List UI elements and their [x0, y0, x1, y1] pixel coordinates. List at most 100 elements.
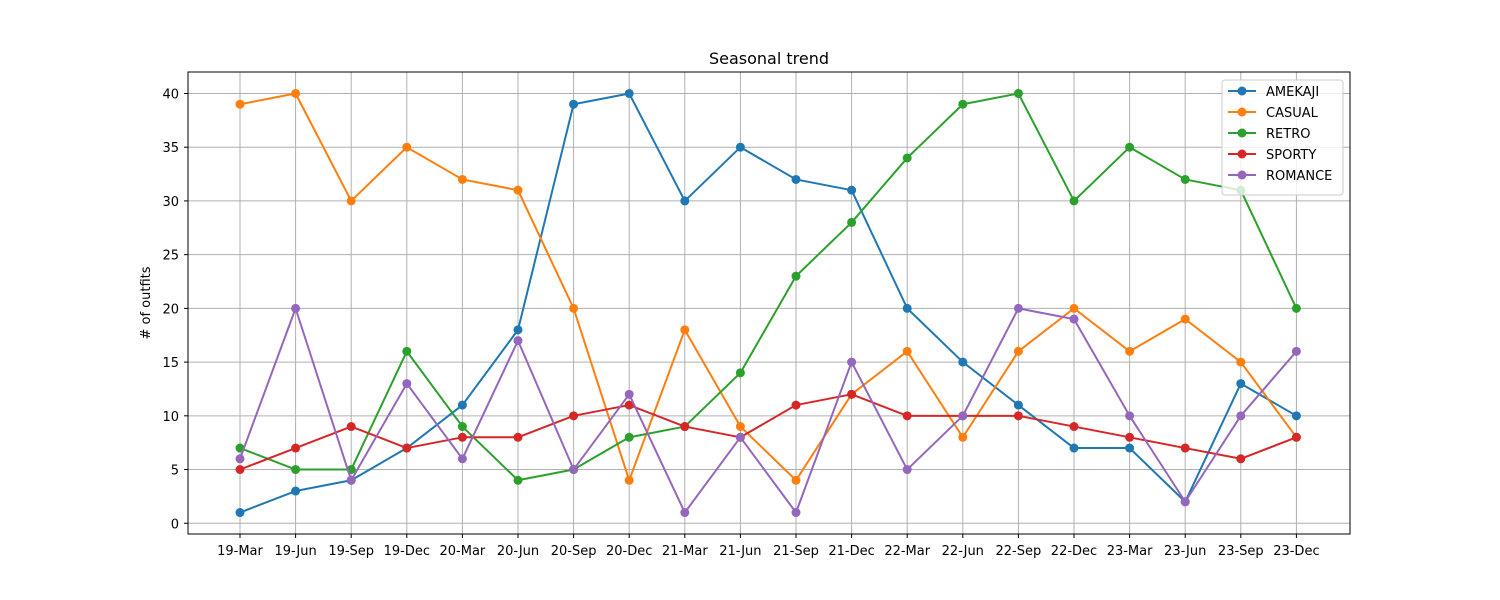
data-point [958, 99, 968, 109]
data-point [902, 346, 912, 356]
x-tick-label: 21-Mar [662, 544, 708, 559]
data-point [1069, 422, 1079, 432]
series-amekaji [235, 88, 1301, 518]
data-point [457, 422, 467, 432]
data-point [1236, 454, 1246, 464]
data-point [1013, 411, 1023, 421]
data-point [847, 217, 857, 227]
data-point [1291, 411, 1301, 421]
data-point [735, 422, 745, 432]
legend-marker [1237, 107, 1247, 117]
data-point [1013, 346, 1023, 356]
y-tick-label: 5 [171, 464, 179, 479]
data-point [958, 411, 968, 421]
data-point [1291, 303, 1301, 313]
data-point [735, 142, 745, 152]
data-point [1069, 303, 1079, 313]
grid-layer [188, 72, 1350, 534]
data-point [1069, 314, 1079, 324]
data-point [791, 400, 801, 410]
x-tick-label: 23-Dec [1273, 544, 1319, 559]
series-line [239, 92, 1298, 482]
data-point [346, 475, 356, 485]
data-point [291, 88, 301, 98]
series-layer [235, 88, 1301, 518]
data-point [1125, 443, 1135, 453]
data-point [1180, 174, 1190, 184]
y-axis-label: # of outfits [139, 266, 154, 339]
x-tick-label: 21-Dec [828, 544, 874, 559]
data-point [457, 400, 467, 410]
x-tick-label: 19-Mar [217, 544, 263, 559]
y-tick-label: 15 [162, 356, 179, 371]
data-point [235, 508, 245, 518]
y-tick-label: 25 [162, 249, 179, 264]
data-point [1291, 346, 1301, 356]
x-tick-label: 21-Jun [719, 544, 761, 559]
legend-item: CASUAL [1228, 106, 1319, 121]
x-tick-label: 19-Sep [328, 544, 374, 559]
data-point [1013, 88, 1023, 98]
data-point [1125, 432, 1135, 442]
chart-title: Seasonal trend [709, 49, 829, 68]
legend-marker [1237, 86, 1247, 96]
data-point [402, 379, 412, 389]
data-point [791, 174, 801, 184]
data-point [735, 368, 745, 378]
data-point [235, 465, 245, 475]
data-point [958, 357, 968, 367]
data-point [624, 400, 634, 410]
data-point [1013, 303, 1023, 313]
data-point [624, 88, 634, 98]
series-romance [235, 303, 1301, 518]
data-point [291, 443, 301, 453]
data-point [902, 411, 912, 421]
x-tick-label: 20-Mar [440, 544, 486, 559]
legend-marker [1237, 149, 1247, 159]
x-tick-label: 22-Mar [884, 544, 930, 559]
plot-frame [187, 71, 1351, 535]
data-point [902, 303, 912, 313]
data-point [346, 422, 356, 432]
data-point [624, 475, 634, 485]
data-point [958, 432, 968, 442]
legend-item: SPORTY [1228, 148, 1316, 163]
data-point [1236, 411, 1246, 421]
data-point [402, 346, 412, 356]
data-point [402, 142, 412, 152]
data-point [902, 153, 912, 163]
data-point [1291, 432, 1301, 442]
x-tick-label: 23-Sep [1218, 544, 1264, 559]
legend-item: ROMANCE [1228, 169, 1332, 184]
data-point [680, 422, 690, 432]
data-point [1069, 443, 1079, 453]
series-line [239, 393, 1297, 471]
y-tick-label: 10 [162, 410, 179, 425]
x-tick-label: 23-Mar [1107, 544, 1153, 559]
data-point [569, 465, 579, 475]
data-point [513, 475, 523, 485]
data-point [513, 185, 523, 195]
data-point [791, 271, 801, 281]
data-point [735, 432, 745, 442]
x-tick-label: 20-Jun [497, 544, 539, 559]
data-point [235, 99, 245, 109]
data-point [569, 99, 579, 109]
legend-label: AMEKAJI [1266, 85, 1319, 100]
data-point [291, 303, 301, 313]
x-tick-label: 19-Dec [384, 544, 430, 559]
data-point [291, 486, 301, 496]
x-tick-label: 22-Dec [1051, 544, 1097, 559]
data-point [624, 389, 634, 399]
data-point [680, 508, 690, 518]
series-line [239, 92, 1297, 514]
y-tick-label: 30 [162, 195, 179, 210]
y-tick-label: 20 [162, 302, 179, 317]
legend-item: RETRO [1228, 127, 1310, 142]
data-point [1180, 443, 1190, 453]
data-point [1069, 196, 1079, 206]
data-point [1236, 357, 1246, 367]
legend-marker [1237, 128, 1247, 138]
data-point [847, 389, 857, 399]
